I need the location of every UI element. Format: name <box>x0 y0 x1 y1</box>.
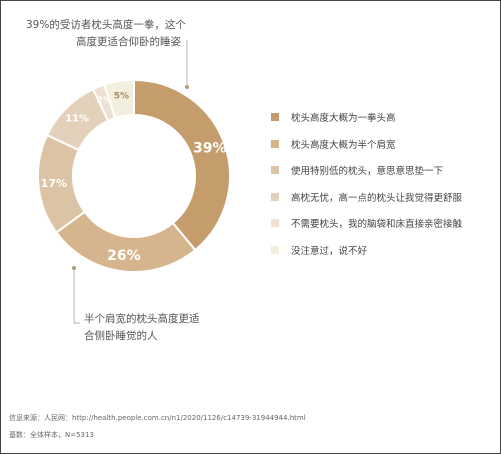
annotation-top-line1: 39%的受访者枕头高度一拳，这个 <box>26 19 186 31</box>
donut-slice-1 <box>133 78 231 252</box>
footer-sample: 基数：全体样本，N=5313 <box>9 431 94 439</box>
legend-item-3: 使用特别低的枕头，意思意思垫一下 <box>271 161 462 179</box>
annotation-bottom: 半个肩宽的枕头高度更适 合侧卧睡觉的人 <box>84 311 200 345</box>
annotation-bottom-line1: 半个肩宽的枕头高度更适 <box>84 313 200 325</box>
legend-label: 使用特别低的枕头，意思意思垫一下 <box>291 166 444 178</box>
legend-item-5: 不需要枕头，我的脑袋和床直接亲密接触 <box>271 214 462 232</box>
legend-label: 枕头高度大概为半个肩宽 <box>291 139 396 151</box>
annotation-top: 39%的受访者枕头高度一拳，这个 高度更适合仰卧的睡姿 <box>26 17 186 51</box>
legend-swatch <box>271 166 279 175</box>
annotation-bottom-line2: 合侧卧睡觉的人 <box>84 330 158 342</box>
slice-label-1: 39% <box>193 141 227 157</box>
legend-item-4: 高枕无忧，高一点的枕头让我觉得更舒服 <box>271 188 462 206</box>
slice-label-4: 11% <box>65 114 89 125</box>
slice-label-3: 17% <box>41 177 67 190</box>
legend-swatch <box>271 139 279 148</box>
legend-swatch <box>271 113 279 121</box>
legend: 枕头高度大概为一拳头高 枕头高度大概为半个肩宽使用特别低的枕头，意思意思垫一下高枕… <box>271 108 462 268</box>
donut-slice-6 <box>103 78 135 120</box>
annotation-bottom-connector <box>73 268 80 324</box>
annotation-bottom-dot <box>72 266 76 270</box>
annotation-top-dot <box>185 85 189 89</box>
slice-label-2: 26% <box>107 248 141 264</box>
annotation-top-line2: 高度更适合仰卧的睡姿 <box>76 36 181 48</box>
legend-label: 高枕无忧，高一点的枕头让我觉得更舒服 <box>291 192 463 204</box>
legend-swatch <box>271 219 279 228</box>
slice-label-6: 5% <box>114 91 129 101</box>
slice-label-5: 2% <box>97 96 112 106</box>
legend-label: 枕头高度大概为一拳头高 <box>291 113 396 124</box>
legend-label: 不需要枕头，我的脑袋和床直接亲密接触 <box>291 219 463 231</box>
footer-source: 信息来源：人民网：http://health.people.com.cn/n1/… <box>9 414 306 422</box>
legend-swatch <box>271 192 279 201</box>
legend-item-2: 枕头高度大概为半个肩宽 <box>271 135 462 153</box>
legend-label: 没注意过，说不好 <box>291 245 368 257</box>
footer: 信息来源：人民网：http://health.people.com.cn/n1/… <box>9 410 306 444</box>
legend-item-6: 没注意过，说不好 <box>271 241 462 259</box>
legend-swatch <box>271 245 279 254</box>
legend-item-1: 枕头高度大概为一拳头高 <box>271 108 462 126</box>
